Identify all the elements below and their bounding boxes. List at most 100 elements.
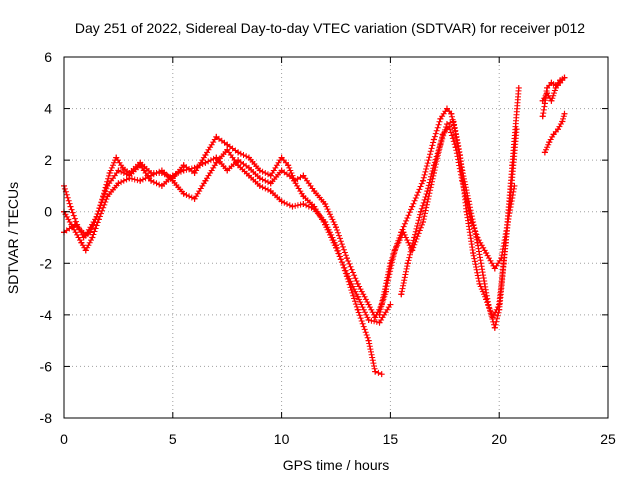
- data-point: [387, 301, 394, 308]
- data-point: [235, 149, 242, 156]
- y-tick-label: -4: [40, 307, 53, 323]
- data-point: [420, 219, 427, 226]
- data-point: [300, 200, 307, 207]
- data-point: [256, 182, 263, 189]
- data-point: [365, 317, 372, 324]
- data-point: [383, 286, 390, 293]
- data-point: [404, 260, 411, 267]
- data-point: [322, 200, 329, 207]
- data-point: [343, 270, 350, 277]
- data-point: [483, 249, 490, 256]
- data-point: [411, 234, 418, 241]
- data-point: [398, 291, 405, 298]
- y-tick-label: 6: [44, 49, 52, 65]
- data-point: [550, 131, 557, 138]
- y-tick-labels: -8 -6 -4 -2 0 2 4 6: [40, 49, 53, 426]
- data-point: [202, 177, 209, 184]
- data-point: [180, 167, 187, 174]
- data-point: [267, 172, 274, 179]
- data-point: [491, 265, 498, 272]
- series-track: [63, 156, 391, 324]
- y-tick-label: 2: [44, 152, 52, 168]
- data-point: [148, 177, 155, 184]
- x-tick-labels: 0 5 10 15 20 25: [60, 431, 616, 447]
- data-point: [409, 203, 416, 210]
- data-point: [224, 146, 231, 153]
- data-point: [213, 133, 220, 140]
- x-axis-label: GPS time / hours: [283, 457, 390, 473]
- x-tick-label: 0: [60, 431, 68, 447]
- data-point: [491, 324, 498, 331]
- data-point: [158, 167, 165, 174]
- data-point: [559, 118, 566, 125]
- data-point: [417, 208, 424, 215]
- series-track-3: [61, 154, 394, 326]
- data-point: [106, 170, 113, 177]
- data-point: [343, 255, 350, 262]
- data-point: [202, 159, 209, 166]
- data-point: [420, 177, 427, 184]
- y-axis-label: SDTVAR / TECUs: [5, 182, 21, 294]
- data-point: [333, 244, 339, 251]
- series-markers: [539, 103, 548, 120]
- data-point: [267, 188, 274, 195]
- y-tick-label: -6: [40, 358, 53, 374]
- data-point: [443, 105, 450, 112]
- data-point: [548, 79, 555, 86]
- data-point: [191, 170, 198, 177]
- data-point: [541, 100, 548, 107]
- series-track-8: [541, 110, 568, 156]
- data-point: [430, 136, 437, 143]
- y-tick-label: -8: [40, 410, 53, 426]
- data-point: [354, 280, 361, 287]
- data-point: [113, 154, 120, 161]
- data-point: [158, 182, 165, 189]
- series-track-1: [61, 133, 390, 321]
- data-point: [285, 162, 292, 169]
- grid-lines: [63, 56, 609, 419]
- series-markers: [398, 263, 411, 298]
- data-point: [372, 368, 379, 375]
- series-markers: [398, 206, 414, 236]
- series-markers: [365, 337, 378, 372]
- data-point: [289, 203, 296, 210]
- data-point: [483, 296, 490, 303]
- data-point: [256, 167, 263, 174]
- data-point: [202, 151, 209, 158]
- data-point: [452, 144, 459, 151]
- data-point: [235, 162, 242, 169]
- data-point: [430, 162, 437, 169]
- data-point: [376, 311, 383, 318]
- data-point: [467, 216, 474, 223]
- data-point: [180, 162, 187, 169]
- data-point: [267, 180, 274, 187]
- data-point: [443, 121, 450, 128]
- data-point: [300, 172, 307, 179]
- series-track-5: [383, 123, 518, 293]
- data-point: [93, 213, 100, 220]
- data-point: [278, 154, 285, 161]
- data-point: [115, 180, 122, 187]
- data-point: [278, 167, 285, 174]
- data-point: [191, 195, 198, 202]
- data-point: [424, 188, 431, 195]
- data-point: [515, 84, 522, 91]
- data-point: [557, 77, 564, 84]
- data-point: [89, 234, 96, 241]
- data-point: [476, 280, 483, 287]
- data-point: [126, 172, 133, 179]
- data-point: [546, 139, 553, 146]
- data-point: [289, 175, 296, 182]
- data-point: [365, 301, 372, 308]
- data-point: [376, 319, 383, 326]
- data-point: [400, 229, 407, 236]
- data-point: [513, 126, 520, 133]
- data-point: [554, 126, 561, 133]
- data-point: [245, 164, 252, 171]
- x-tick-label: 5: [169, 431, 177, 447]
- data-point: [552, 82, 559, 89]
- data-point: [322, 221, 329, 228]
- data-point: [311, 188, 318, 195]
- data-point: [82, 247, 89, 254]
- data-point: [224, 167, 231, 174]
